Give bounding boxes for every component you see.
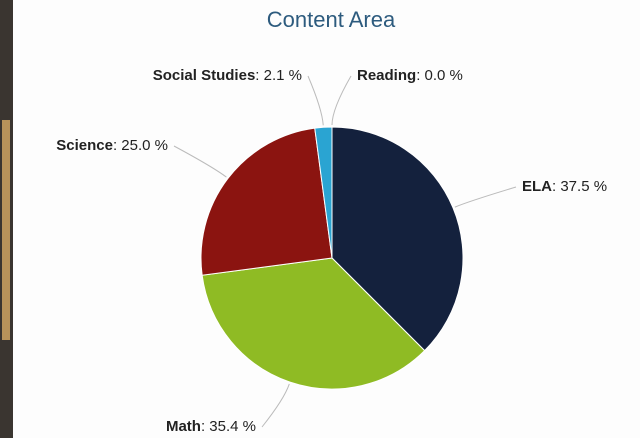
photo-detail (2, 120, 10, 340)
value-label: 37.5 % (560, 178, 607, 195)
value-label: 2.1 % (264, 67, 302, 84)
label-separator: : (552, 178, 560, 195)
data-label: Social Studies: 2.1 % (153, 67, 302, 84)
label-separator: : (416, 67, 424, 84)
data-label: Science: 25.0 % (56, 137, 168, 154)
value-label: 35.4 % (209, 418, 256, 435)
value-label: 0.0 % (425, 67, 463, 84)
label-separator: : (201, 418, 209, 435)
category-name: Reading (357, 67, 416, 84)
category-name: ELA (522, 178, 552, 195)
label-separator: : (255, 67, 263, 84)
category-name: Social Studies (153, 67, 256, 84)
data-label: Reading: 0.0 % (357, 67, 463, 84)
label-separator: : (113, 137, 121, 154)
value-label: 25.0 % (121, 137, 168, 154)
data-label: ELA: 37.5 % (522, 178, 607, 195)
category-name: Math (166, 418, 201, 435)
data-label: Math: 35.4 % (166, 418, 256, 435)
chart: Content Area ELA: 37.5 % Math: 35.4 % Scie… (0, 0, 640, 438)
category-name: Science (56, 137, 113, 154)
chart-title: Content Area (267, 7, 396, 32)
